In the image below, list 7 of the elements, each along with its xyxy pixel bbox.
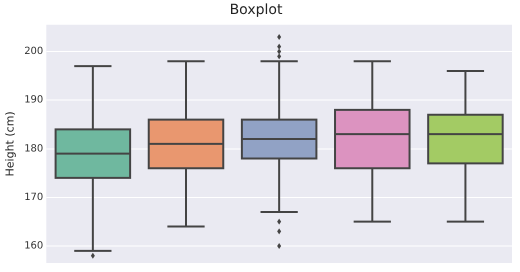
y-tick-label: 180 [24,143,44,154]
y-tick-label: 170 [24,192,44,203]
y-tick-label: 190 [24,94,44,106]
y-tick-label: 160 [24,240,44,252]
y-axis-title: Height (cm) [3,111,16,177]
y-tick-label: 200 [24,46,44,58]
chart-title: Boxplot [230,2,283,18]
